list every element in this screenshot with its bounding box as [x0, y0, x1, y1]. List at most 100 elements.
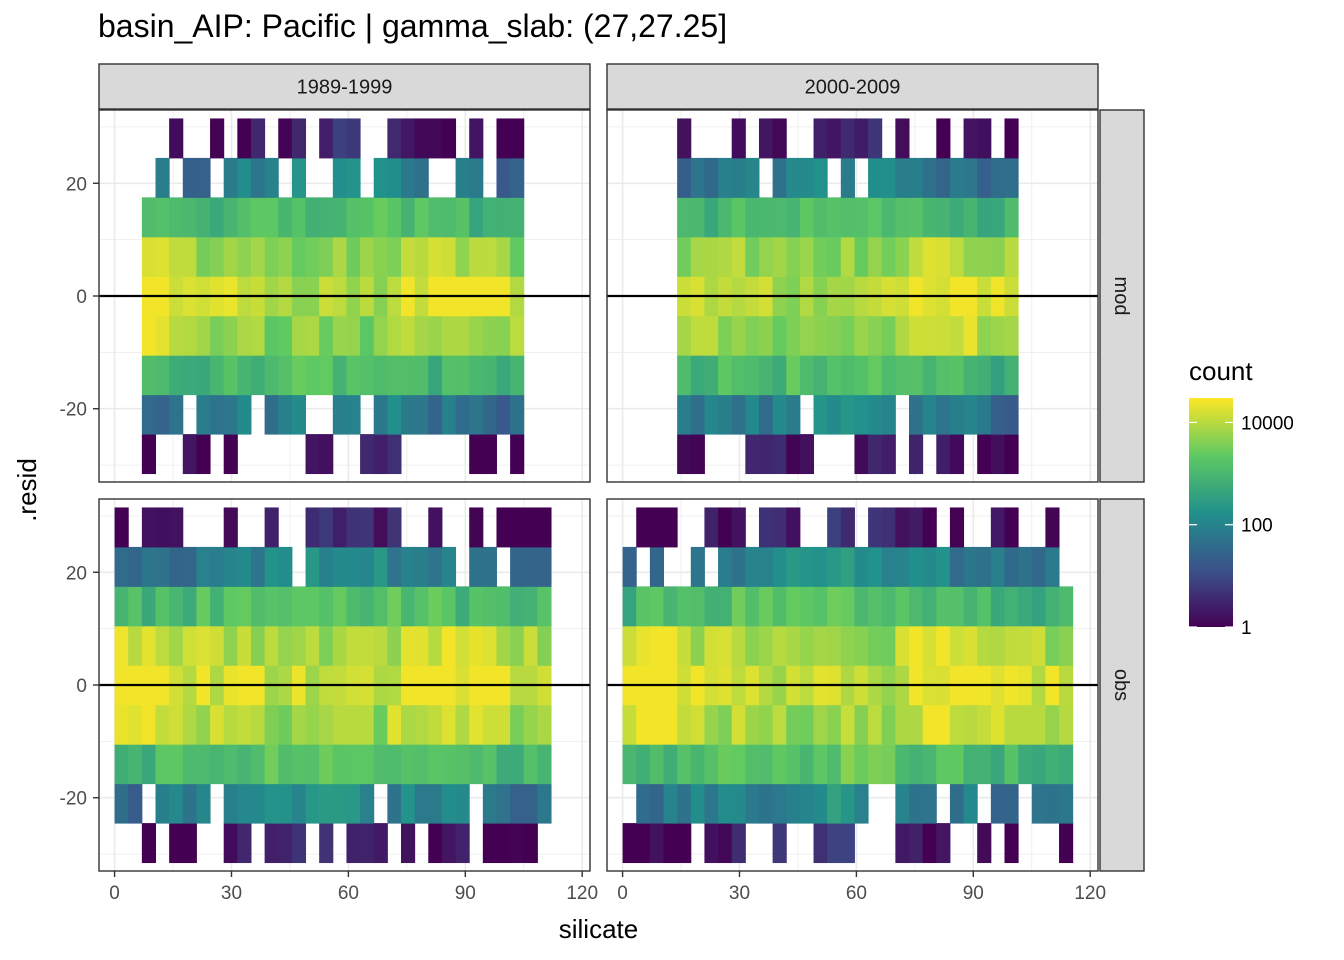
- heatmap-tile: [868, 236, 883, 277]
- heatmap-tile: [510, 315, 525, 356]
- heatmap-tile: [401, 783, 416, 824]
- heatmap-tile: [827, 546, 842, 587]
- heatmap-tile: [745, 625, 760, 666]
- heatmap-tile: [469, 704, 484, 745]
- heatmap-tile: [936, 118, 951, 159]
- heatmap-tile: [963, 315, 978, 356]
- heatmap-tile: [677, 315, 692, 356]
- heatmap-tile: [909, 586, 924, 627]
- heatmap-tile: [854, 704, 869, 745]
- heatmap-tile: [237, 625, 252, 666]
- heatmap-tile: [155, 546, 170, 587]
- heatmap-tile: [663, 823, 678, 864]
- heatmap-tile: [510, 744, 525, 785]
- heatmap-tile: [636, 744, 651, 785]
- heatmap-tile: [840, 236, 855, 277]
- heatmap-tile: [441, 236, 457, 277]
- heatmap-tile: [963, 625, 978, 666]
- heatmap-tile: [731, 744, 746, 785]
- heatmap-tile: [813, 315, 828, 356]
- heatmap-tile: [482, 586, 497, 627]
- heatmap-tile: [758, 546, 774, 587]
- heatmap-tile: [963, 394, 978, 435]
- heatmap-tile: [772, 236, 787, 277]
- heatmap-tile: [196, 315, 211, 356]
- heatmap-tile: [387, 394, 402, 435]
- heatmap-tile: [182, 625, 197, 666]
- heatmap-tile: [346, 315, 361, 356]
- heatmap-tile: [786, 236, 801, 277]
- heatmap-tile: [196, 157, 211, 198]
- heatmap-tile: [169, 823, 184, 864]
- heatmap-tile: [441, 744, 457, 785]
- heatmap-tile: [237, 157, 252, 198]
- heatmap-tile: [772, 744, 787, 785]
- heatmap-tile: [210, 355, 225, 396]
- heatmap-tile: [223, 236, 238, 277]
- heatmap-tile: [373, 315, 388, 356]
- heatmap-tile: [182, 355, 197, 396]
- heatmap-tile: [155, 157, 170, 198]
- heatmap-tile: [373, 546, 388, 587]
- heatmap-tile: [895, 355, 910, 396]
- heatmap-tile: [990, 434, 1005, 475]
- heatmap-tile: [895, 704, 910, 745]
- heatmap-tile: [401, 157, 416, 198]
- heatmap-tile: [141, 507, 157, 548]
- heatmap-tile: [690, 704, 705, 745]
- heatmap-tile: [387, 507, 402, 548]
- heatmap-tile: [758, 394, 774, 435]
- heatmap-tile: [182, 236, 197, 277]
- heatmap-tile: [799, 236, 815, 277]
- heatmap-tile: [482, 355, 497, 396]
- heatmap-tile: [346, 157, 361, 198]
- heatmap-tile: [373, 744, 388, 785]
- heatmap-tile: [305, 704, 320, 745]
- heatmap-tile: [196, 586, 211, 627]
- heatmap-tile: [718, 625, 733, 666]
- heatmap-tile: [799, 704, 815, 745]
- heatmap-tile: [114, 546, 129, 587]
- heatmap-tile: [264, 625, 279, 666]
- heatmap-tile: [772, 546, 787, 587]
- heatmap-tile: [537, 546, 552, 587]
- heatmap-tile: [319, 783, 334, 824]
- heatmap-tile: [936, 394, 951, 435]
- heatmap-tile: [414, 355, 429, 396]
- heatmap-tile: [963, 586, 978, 627]
- heatmap-tile: [704, 823, 719, 864]
- heatmap-tile: [441, 355, 457, 396]
- heatmap-tile: [881, 704, 896, 745]
- heatmap-tile: [319, 546, 334, 587]
- heatmap-tile: [963, 355, 978, 396]
- heatmap-tile: [223, 394, 238, 435]
- heatmap-tile: [1004, 434, 1019, 475]
- heatmap-tile: [758, 118, 774, 159]
- heatmap-tile: [745, 546, 760, 587]
- heatmap-tile: [414, 586, 429, 627]
- heatmap-tile: [949, 744, 965, 785]
- heatmap-tile: [264, 507, 279, 548]
- heatmap-tile: [455, 783, 470, 824]
- heatmap-tile: [909, 355, 924, 396]
- heatmap-tile: [196, 546, 211, 587]
- heatmap-tile: [840, 315, 855, 356]
- heatmap-tile: [482, 315, 497, 356]
- heatmap-tile: [305, 625, 320, 666]
- heatmap-tile: [840, 355, 855, 396]
- heatmap-tile: [141, 823, 157, 864]
- heatmap-tile: [827, 823, 842, 864]
- heatmap-tile: [428, 315, 443, 356]
- heatmap-tile: [360, 704, 375, 745]
- heatmap-tile: [813, 586, 828, 627]
- heatmap-tile: [745, 236, 760, 277]
- heatmap-tile: [182, 704, 197, 745]
- heatmap-tile: [827, 197, 842, 238]
- heatmap-tile: [922, 236, 937, 277]
- heatmap-tile: [677, 704, 692, 745]
- heatmap-tile: [963, 546, 978, 587]
- heatmap-tile: [1004, 236, 1019, 277]
- heatmap-tile: [840, 157, 855, 198]
- heatmap-tile: [141, 744, 157, 785]
- heatmap-tile: [373, 434, 388, 475]
